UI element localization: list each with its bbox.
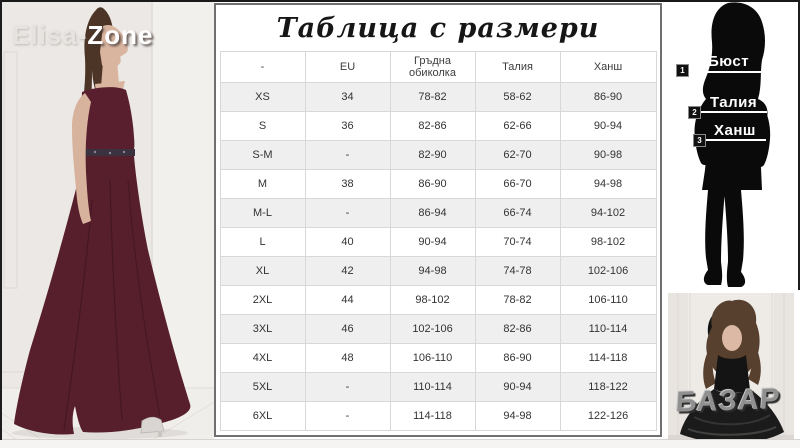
col-header-hips: Ханш (559, 51, 657, 83)
watermark-elisa-light: Elisa- (12, 20, 88, 50)
frame-border-right (798, 0, 800, 290)
measure-label-waist: Талия (710, 94, 758, 111)
model-face (100, 24, 128, 69)
watermark-elisa-zone: Elisa-Zone (12, 20, 153, 51)
silver-shoe (140, 416, 165, 434)
table-row: 4XL 48 106-110 86-90 114-118 (219, 343, 657, 373)
measure-line-waist (701, 111, 767, 113)
table-row: XL 42 94-98 74-78 102-106 (219, 256, 657, 286)
table-row: L 40 90-94 70-74 98-102 (219, 227, 657, 257)
measure-label-bust: Бюст (708, 53, 750, 70)
size-table-header-row: - EU Гръдна обиколка Талия Ханш (219, 51, 657, 83)
watermark-elisa-bold: Zone (87, 20, 154, 50)
thumbnail-model (680, 299, 784, 443)
size-chart-title: Таблица с размери (276, 13, 600, 44)
table-row: 3XL 46 102-106 82-86 110-114 (219, 314, 657, 344)
measurement-diagram: 1 Бюст 2 Талия 3 Ханш (662, 0, 800, 290)
measure-line-hips (706, 139, 766, 141)
female-silhouette (694, 2, 771, 287)
dress-bodice (81, 87, 135, 156)
table-row: S 36 82-86 62-66 90-94 (219, 111, 657, 141)
model-illustration (0, 0, 214, 440)
measurement-panel: 1 Бюст 2 Талия 3 Ханш (662, 0, 800, 448)
thumbnail-illustration (668, 293, 794, 443)
table-row: XS 34 78-82 58-62 86-90 (219, 82, 657, 112)
model-photo-left: Elisa-Zone (0, 0, 214, 440)
table-row: M 38 86-90 66-70 94-98 (219, 169, 657, 199)
table-row: 2XL 44 98-102 78-82 106-110 (219, 285, 657, 315)
model-arm (72, 93, 91, 224)
measure-line-bust (689, 71, 769, 73)
table-row: S-M -82-90 62-70 90-98 (219, 140, 657, 170)
watermark-bazar: БАЗАР (674, 383, 782, 419)
size-chart-panel: Таблица с размери - EU Гръдна обиколка Т… (214, 3, 662, 437)
measure-marker-3: 3 (693, 134, 706, 147)
bottom-margin-strip (0, 439, 800, 448)
table-row: 5XL -110-114 90-94 118-122 (219, 372, 657, 402)
frame-border-left (0, 0, 2, 440)
dress-skirt (14, 156, 191, 435)
frame-border-top (0, 0, 800, 2)
measure-label-hips: Ханш (714, 122, 756, 139)
col-header-eu: EU (304, 51, 391, 83)
model-photo-thumbnail: БАЗАР (668, 293, 794, 443)
col-header-size: - (219, 51, 306, 83)
table-row: 6XL -114-118 94-98 122-126 (219, 401, 657, 431)
size-table: - EU Гръдна обиколка Талия Ханш XS 34 78-8… (219, 51, 657, 431)
col-header-bust: Гръдна обиколка (389, 51, 476, 83)
table-row: M-L -86-94 66-74 94-102 (219, 198, 657, 228)
measure-marker-1: 1 (676, 64, 689, 77)
col-header-waist: Талия (474, 51, 561, 83)
measure-marker-2: 2 (688, 106, 701, 119)
